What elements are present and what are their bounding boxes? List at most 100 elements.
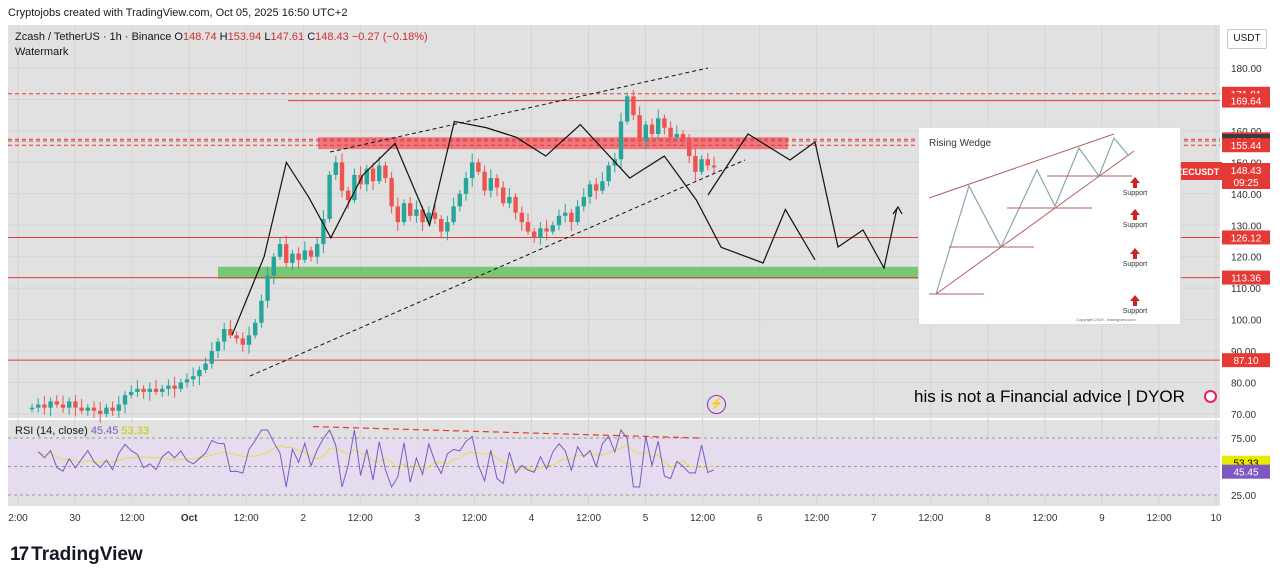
chart-credit: Cryptojobs created with TradingView.com,… [8,7,348,19]
candle-body [538,228,543,238]
support-label: Support [1123,190,1148,197]
candle-body [284,244,289,263]
price-badge-label: 169.64 [1231,97,1262,108]
candle-body [656,118,661,135]
candle-body [699,159,704,172]
candle-body [296,253,301,260]
candle-body [439,218,444,232]
low-value: 147.61 [270,31,305,43]
candle-body [507,196,512,204]
candle-body [91,407,97,411]
candle-body [563,212,568,216]
rsi-value: 45.45 [90,425,119,437]
candle-body [98,410,103,414]
candle-body [494,178,500,188]
candle-body [116,404,121,411]
candle-body [54,401,59,405]
candle-body [203,363,208,370]
lightning-icon[interactable]: ⚡ [707,395,726,414]
candle-body [172,385,177,389]
time-tick-label: 12:00 [348,513,373,524]
candle-body [532,231,537,238]
rsi-divergence-line [312,426,701,439]
candle-body [36,404,41,408]
symbol-badge-label: ZECUSDT [1177,167,1220,177]
close-value: 148.43 [315,31,349,43]
candle-body [259,300,264,323]
wedge-top-line [928,133,1115,199]
candle-body [321,218,326,245]
rsi-ma-value: 53.33 [121,425,149,437]
candle-body [389,178,394,207]
price-badge [1222,93,1270,108]
candle-body [166,385,171,389]
candle-body [488,178,493,191]
candle-body [594,184,599,191]
time-tick-label: 2:00 [8,513,28,524]
time-tick-label: 12:00 [1032,513,1057,524]
support-label: Support [1123,261,1148,268]
candle-body [606,165,611,182]
candle-body [581,196,586,207]
projection-path [707,133,898,270]
candle-body [60,404,66,408]
rsi-label-text[interactable]: RSI (14, close) [15,425,88,437]
candle-body [377,165,382,182]
candle-body [519,212,524,223]
price-badge [1222,270,1270,285]
candle-body [420,209,425,223]
candle-body [42,404,47,408]
candle-body [246,335,252,345]
rsi-line [37,428,715,489]
candle-body [364,168,369,185]
time-tick-label: 4 [529,513,535,524]
support-label: Support [1123,308,1148,315]
candle-body [228,329,233,336]
close-label: C [307,31,316,43]
time-tick-label: 8 [985,513,991,524]
time-tick-label: Oct [181,513,198,524]
price-badge [1222,138,1270,153]
time-tick-label: 12:00 [234,513,259,524]
price-tick-label: 100.00 [1231,316,1262,327]
candle-body [525,222,531,232]
candle-body [383,165,388,179]
time-tick-label: 2 [300,513,306,524]
candle-body [327,174,332,219]
time-tick-label: 12:00 [576,513,601,524]
candle-body [308,250,314,257]
price-tick-label: 180.00 [1231,64,1262,75]
candle-body [160,388,165,392]
rsi-badge [1222,464,1270,479]
price-badge [1222,353,1270,368]
currency-button[interactable]: USDT [1227,29,1267,49]
price-tick-label: 140.00 [1231,190,1262,201]
rsi-legend: RSI (14, close) 45.45 53.33 [15,425,149,437]
candle-body [600,181,605,191]
tv-logo-mark: 17 [10,544,29,565]
price-tick-label: 110.00 [1231,284,1261,295]
candle-body [662,118,667,128]
projection-arrowhead [892,205,903,215]
wedge-zigzag [935,136,1130,295]
time-tick-label: 10 [1210,513,1222,524]
candle-body [463,178,469,194]
candle-body [253,322,258,336]
time-tick-label: 7 [871,513,877,524]
last-price-label: 148.43 [1231,166,1262,177]
candle-body [73,401,78,408]
time-tick-label: 12:00 [120,513,145,524]
candle-body [222,329,227,342]
candle-body [476,162,481,172]
candle-body [346,190,351,201]
candle-body [184,379,190,383]
candle-body [556,215,562,226]
symbol-name[interactable]: Zcash / TetherUS · 1h · Binance [15,31,172,43]
target-icon [1204,390,1217,403]
tradingview-logo: 17 TradingView [10,544,143,566]
last-price-badge [1222,163,1270,189]
time-tick-label: 3 [415,513,421,524]
support-arrow-stem [1133,253,1137,259]
candle-body [705,159,710,166]
candlesticks [29,90,717,423]
